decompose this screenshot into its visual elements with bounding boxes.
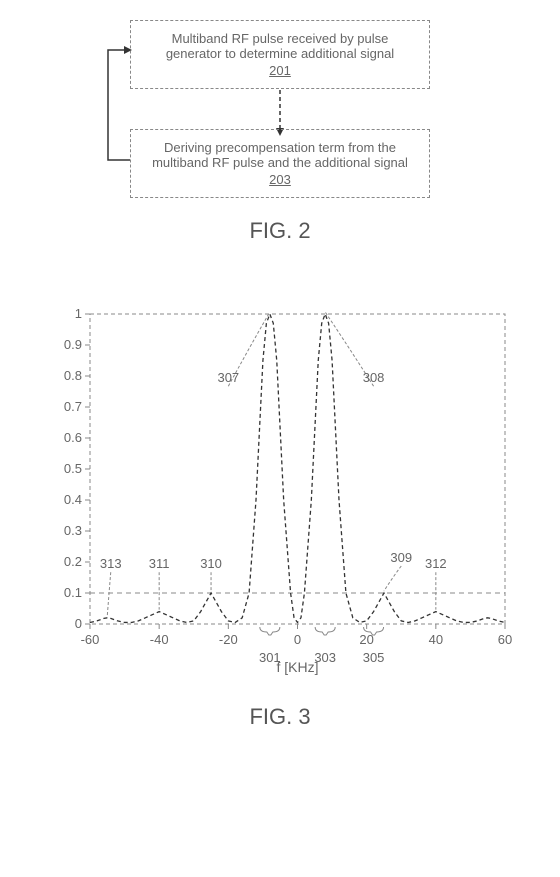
svg-text:307: 307 bbox=[217, 370, 239, 385]
svg-text:0.5: 0.5 bbox=[64, 461, 82, 476]
svg-text:0.8: 0.8 bbox=[64, 368, 82, 383]
svg-text:-20: -20 bbox=[219, 632, 238, 647]
svg-text:303: 303 bbox=[314, 650, 336, 665]
flow-step-1-text: Multiband RF pulse received by pulse gen… bbox=[147, 31, 413, 61]
svg-text:0.6: 0.6 bbox=[64, 430, 82, 445]
flow-step-1: Multiband RF pulse received by pulse gen… bbox=[130, 20, 430, 89]
svg-text:-60: -60 bbox=[81, 632, 100, 647]
svg-text:0: 0 bbox=[294, 632, 301, 647]
svg-text:0.4: 0.4 bbox=[64, 492, 82, 507]
svg-text:60: 60 bbox=[498, 632, 512, 647]
svg-text:0: 0 bbox=[75, 616, 82, 631]
svg-text:312: 312 bbox=[425, 556, 447, 571]
svg-text:308: 308 bbox=[363, 370, 385, 385]
svg-text:309: 309 bbox=[390, 550, 412, 565]
flow-step-2: Deriving precompensation term from the m… bbox=[130, 129, 430, 198]
spectrum-chart: -60-40-20020406000.10.20.30.40.50.60.70.… bbox=[40, 304, 520, 684]
svg-text:0.1: 0.1 bbox=[64, 585, 82, 600]
flow-step-2-num: 203 bbox=[147, 172, 413, 187]
svg-text:313: 313 bbox=[100, 556, 122, 571]
flow-step-1-num: 201 bbox=[147, 63, 413, 78]
svg-text:305: 305 bbox=[363, 650, 385, 665]
svg-text:0.3: 0.3 bbox=[64, 523, 82, 538]
fig2-caption: FIG. 2 bbox=[249, 218, 310, 244]
svg-text:40: 40 bbox=[429, 632, 443, 647]
svg-text:0.9: 0.9 bbox=[64, 337, 82, 352]
svg-text:301: 301 bbox=[259, 650, 281, 665]
svg-text:f [KHz]: f [KHz] bbox=[276, 659, 318, 675]
figure-2: Multiband RF pulse received by pulse gen… bbox=[20, 20, 540, 244]
figure-3: -60-40-20020406000.10.20.30.40.50.60.70.… bbox=[20, 304, 540, 730]
svg-text:310: 310 bbox=[200, 556, 222, 571]
svg-text:0.7: 0.7 bbox=[64, 399, 82, 414]
svg-text:311: 311 bbox=[149, 556, 170, 571]
svg-text:1: 1 bbox=[75, 306, 82, 321]
fig3-caption: FIG. 3 bbox=[249, 704, 310, 730]
svg-text:0.2: 0.2 bbox=[64, 554, 82, 569]
flow-step-2-text: Deriving precompensation term from the m… bbox=[147, 140, 413, 170]
svg-text:-40: -40 bbox=[150, 632, 169, 647]
